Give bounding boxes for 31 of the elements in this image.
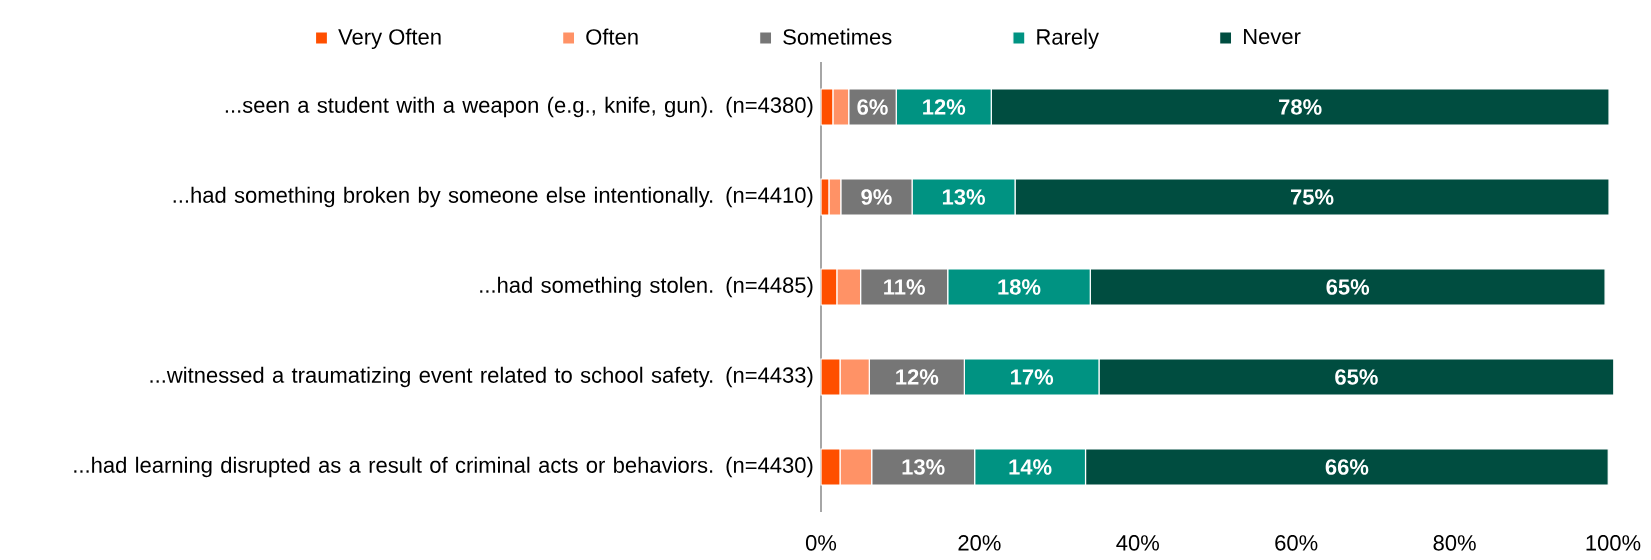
x-tick-label: 0%: [805, 535, 837, 551]
legend-label: Very Often: [338, 28, 441, 50]
data-label: 9%: [861, 189, 892, 205]
data-label: 65%: [1335, 369, 1378, 385]
y-tick-label: ...had learning disrupted as a result of criminal acts or behaviors. (n=4430): [74, 456, 813, 478]
data-label: 6%: [857, 99, 888, 115]
legend-label: Rarely: [1037, 28, 1099, 50]
data-label: 13%: [942, 189, 985, 205]
x-tick-label: 40%: [1116, 535, 1159, 551]
x-tick-label: 60%: [1275, 535, 1318, 551]
data-label: 75%: [1290, 189, 1334, 205]
legend-label: Sometimes: [783, 28, 892, 45]
x-tick-label: 20%: [958, 535, 1001, 551]
data-label: 66%: [1325, 459, 1369, 475]
legend-label: Often: [586, 28, 638, 45]
legend-label: Never: [1244, 28, 1301, 45]
y-tick-label: ...had something stolen. (n=4485): [480, 276, 813, 298]
data-label: 78%: [1279, 99, 1322, 115]
y-tick-label: ...had something broken by someone else intentionally. (n=4410): [173, 186, 813, 208]
x-tick-label: 100%: [1586, 535, 1641, 551]
data-label: 18%: [998, 279, 1041, 295]
data-label: 17%: [1011, 369, 1054, 385]
y-tick-label: ...witnessed a traumatizing event related to school safety. (n=4433): [150, 366, 813, 388]
data-label: 65%: [1326, 279, 1370, 295]
data-label: 14%: [1009, 459, 1052, 475]
x-tick-label: 80%: [1433, 535, 1476, 551]
data-label: 12%: [896, 369, 939, 385]
data-label: 12%: [923, 99, 966, 115]
data-label: 11%: [884, 279, 925, 295]
y-tick-label: ...seen a student with a weapon (e.g., knife, gun). (n=4380): [225, 96, 813, 118]
data-label: 13%: [902, 459, 945, 475]
